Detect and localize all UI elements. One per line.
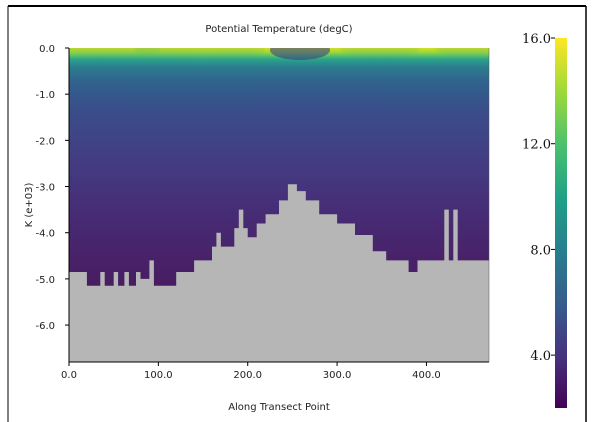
y-axis-label: K (e+03) xyxy=(24,183,35,228)
y-tick-label: -1.0 xyxy=(35,90,55,101)
x-tick-label: 100.0 xyxy=(144,370,173,381)
y-tick-label: -6.0 xyxy=(35,321,55,332)
cool-patch xyxy=(270,48,330,60)
chart-title: Potential Temperature (degC) xyxy=(205,24,352,35)
bathymetry-polygon xyxy=(69,184,489,362)
colorbar-ticks: 16.0 12.0 8.0 4.0 xyxy=(522,32,555,364)
colorbar xyxy=(555,38,567,408)
colorbar-tick-label: 4.0 xyxy=(530,349,551,364)
temperature-field xyxy=(69,48,489,362)
y-tick-label: -5.0 xyxy=(35,275,55,286)
x-tick-label: 0.0 xyxy=(61,370,77,381)
y-tick-label: 0.0 xyxy=(39,44,55,55)
colorbar-tick-label: 12.0 xyxy=(522,138,551,153)
x-axis-label: Along Transect Point xyxy=(228,402,330,413)
y-tick-label: -3.0 xyxy=(35,183,55,194)
y-tick-label: -2.0 xyxy=(35,136,55,147)
x-tick-label: 300.0 xyxy=(323,370,352,381)
warm-patch-2 xyxy=(135,48,265,76)
x-ticks: 0.0 100.0 200.0 300.0 400.0 xyxy=(61,362,441,381)
y-tick-label: -4.0 xyxy=(35,229,55,240)
x-tick-label: 200.0 xyxy=(233,370,262,381)
x-tick-label: 400.0 xyxy=(412,370,441,381)
colorbar-tick-label: 8.0 xyxy=(530,243,551,258)
warm-patch-3 xyxy=(340,48,420,70)
warm-patch-4 xyxy=(435,48,489,68)
colorbar-tick-label: 16.0 xyxy=(522,32,551,47)
y-ticks: 0.0 -1.0 -2.0 -3.0 -4.0 -5.0 -6.0 xyxy=(35,44,69,332)
